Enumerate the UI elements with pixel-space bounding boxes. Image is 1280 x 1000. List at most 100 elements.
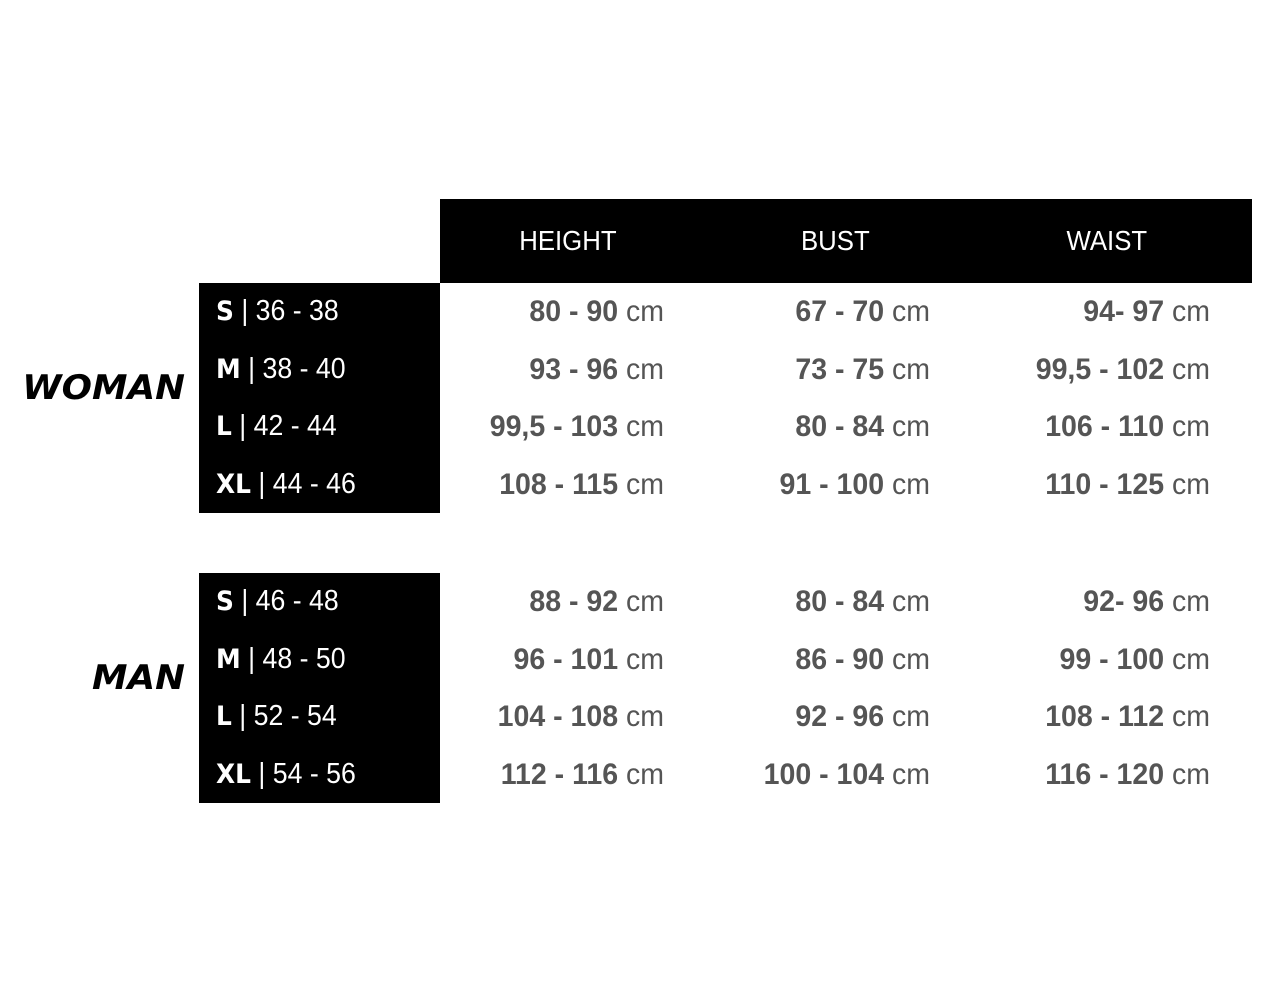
unit: cm [1172,352,1210,386]
eu-size: | 54 - 56 [258,757,356,790]
unit: cm [892,352,930,386]
cell-waist: 94- 97 cm [963,295,1210,329]
unit: cm [626,642,664,676]
cell-height: 88 - 92 cm [417,585,664,619]
value: 94- 97 [1083,295,1165,328]
size-letter: XL [216,468,251,500]
eu-size: | 48 - 50 [248,642,346,675]
value: 80 - 84 [795,410,885,443]
unit: cm [892,410,930,443]
unit: cm [892,467,930,501]
unit: cm [626,585,664,618]
value: 110 - 125 [1045,467,1165,501]
value: 99,5 - 103 [489,410,619,443]
cell-bust: 100 - 104 cm [683,758,930,792]
unit: cm [626,757,664,791]
size-column: S | 36 - 38 M | 38 - 40 L | 42 - 44 XL | 44… [199,283,440,513]
value: 112 - 116 [500,757,619,791]
unit: cm [892,295,930,328]
unit: cm [892,585,930,618]
cell-waist: 99 - 100 cm [963,643,1210,677]
group-label-man: MAN [91,658,185,698]
cell-height: 80 - 90 cm [417,295,664,329]
cell-bust: 91 - 100 cm [683,468,930,502]
unit: cm [626,700,664,733]
unit: cm [1172,642,1210,676]
size-label: M | 38 - 40 [216,353,346,386]
cell-bust: 67 - 70 cm [683,295,930,329]
size-label: XL | 44 - 46 [216,468,356,501]
eu-size: | 44 - 46 [258,467,356,500]
value: 106 - 110 [1045,410,1165,443]
size-letter: M [216,353,241,385]
eu-size: | 42 - 44 [239,410,337,442]
eu-size: | 38 - 40 [248,352,346,385]
table-header: HEIGHT BUST WAIST [440,199,1252,283]
cell-waist: 99,5 - 102 cm [963,353,1210,387]
value: 108 - 112 [1045,700,1165,733]
value: 80 - 84 [795,585,885,618]
value: 100 - 104 [763,757,885,791]
header-waist: WAIST [1066,225,1148,256]
unit: cm [1172,410,1210,443]
unit: cm [1172,467,1210,501]
cell-height: 108 - 115 cm [417,468,664,502]
cell-bust: 73 - 75 cm [683,353,930,387]
value: 92- 96 [1083,585,1165,618]
unit: cm [626,352,664,386]
unit: cm [626,410,664,443]
cell-height: 104 - 108 cm [417,700,664,734]
value: 104 - 108 [497,700,619,733]
size-label: XL | 54 - 56 [216,758,356,791]
value: 116 - 120 [1045,757,1165,791]
cell-height: 99,5 - 103 cm [417,410,664,444]
eu-size: | 52 - 54 [239,700,337,732]
size-letter: S [216,296,234,327]
unit: cm [892,642,930,676]
cell-height: 93 - 96 cm [417,353,664,387]
size-letter: S [216,586,234,617]
size-label: M | 48 - 50 [216,643,346,676]
unit: cm [1172,295,1210,328]
unit: cm [1172,585,1210,618]
unit: cm [626,295,664,328]
cell-waist: 108 - 112 cm [963,700,1210,734]
eu-size: | 46 - 48 [241,585,339,617]
size-letter: M [216,643,241,675]
size-letter: L [216,701,232,732]
unit: cm [892,757,930,791]
group-label-woman: WOMAN [22,368,185,408]
value: 86 - 90 [795,642,885,676]
size-label: L | 42 - 44 [216,410,337,443]
cell-bust: 92 - 96 cm [683,700,930,734]
cell-waist: 110 - 125 cm [963,468,1210,502]
size-label: L | 52 - 54 [216,700,337,733]
header-height: HEIGHT [519,225,617,256]
header-bust: BUST [800,225,870,256]
value: 80 - 90 [529,295,619,328]
unit: cm [1172,757,1210,791]
value: 93 - 96 [529,352,619,386]
cell-bust: 80 - 84 cm [683,410,930,444]
value: 92 - 96 [795,700,885,733]
size-label: S | 46 - 48 [216,585,339,618]
cell-bust: 80 - 84 cm [683,585,930,619]
value: 67 - 70 [795,295,885,328]
value: 99,5 - 102 [1035,352,1165,386]
cell-waist: 116 - 120 cm [963,758,1210,792]
value: 96 - 101 [513,642,619,676]
value: 108 - 115 [499,467,619,501]
eu-size: | 36 - 38 [241,295,339,327]
cell-waist: 92- 96 cm [963,585,1210,619]
value: 91 - 100 [779,467,885,501]
size-letter: XL [216,758,251,790]
size-label: S | 36 - 38 [216,295,339,328]
value: 88 - 92 [529,585,619,618]
size-letter: L [216,411,232,442]
cell-height: 112 - 116 cm [417,758,664,792]
value: 73 - 75 [795,352,885,386]
unit: cm [626,467,664,501]
size-column: S | 46 - 48 M | 48 - 50 L | 52 - 54 XL | 54… [199,573,440,803]
unit: cm [1172,700,1210,733]
cell-height: 96 - 101 cm [417,643,664,677]
